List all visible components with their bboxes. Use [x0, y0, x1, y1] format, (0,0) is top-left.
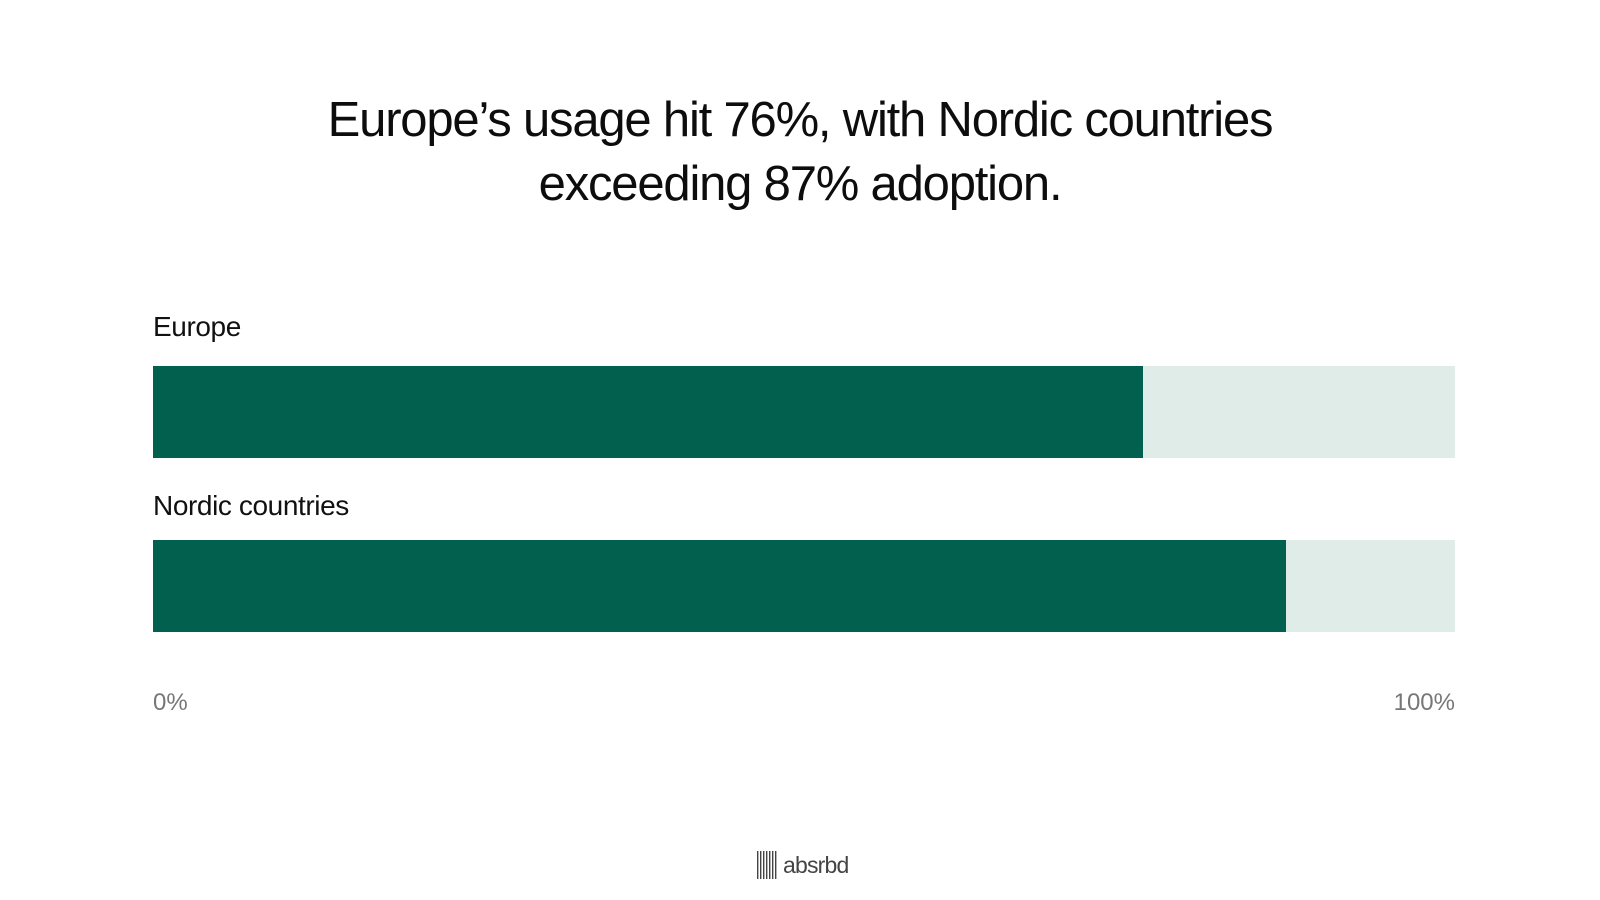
- x-tick-label-0: 0%: [153, 689, 188, 716]
- bar-track-europe: [153, 366, 1455, 458]
- bar-label-nordic-countries: Nordic countries: [153, 490, 349, 521]
- bar-nordic-countries: [153, 540, 1286, 632]
- chart-title-line-2: exceeding 87% adoption.: [538, 157, 1063, 211]
- bar-track-nordic-countries: [153, 540, 1455, 632]
- bar-europe: [153, 366, 1143, 458]
- brand-logo: absrbd: [757, 850, 849, 880]
- logo-text: absrbd: [783, 851, 849, 878]
- chart-title: Europe’s usage hit 76%, with Nordic coun…: [0, 88, 1600, 216]
- chart-title-line-1: Europe’s usage hit 76%, with Nordic coun…: [327, 93, 1274, 147]
- bar-label-europe: Europe: [153, 311, 241, 342]
- barcode-icon: [757, 851, 777, 879]
- x-tick-label-100: 100%: [1393, 689, 1455, 716]
